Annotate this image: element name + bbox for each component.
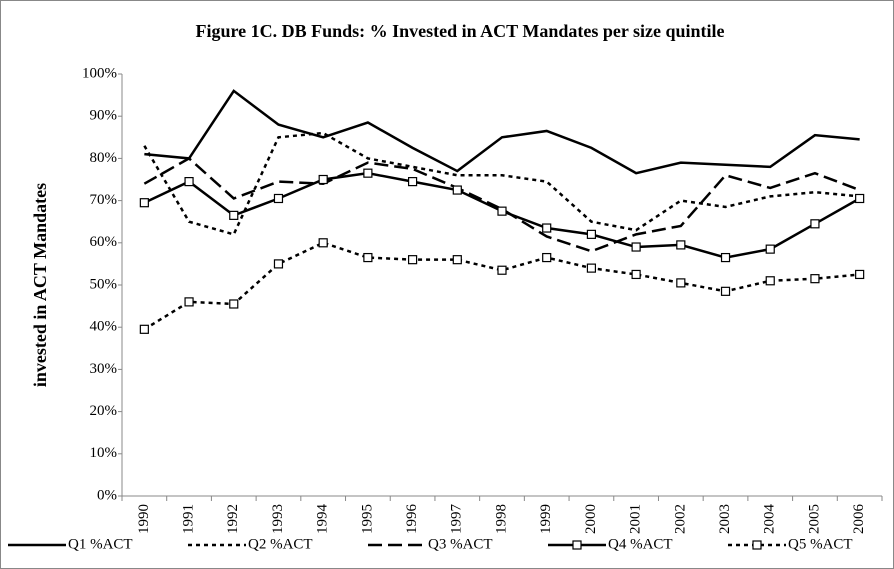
data-point xyxy=(586,229,597,239)
data-point xyxy=(676,240,686,250)
data-point xyxy=(184,297,194,307)
series-line xyxy=(143,156,861,253)
data-point xyxy=(452,255,462,265)
data-point xyxy=(363,168,373,178)
x-tick-label: 2001 xyxy=(628,504,644,534)
data-point xyxy=(139,324,149,334)
x-tick-label: 1999 xyxy=(538,504,554,534)
data-point xyxy=(407,177,418,187)
x-tick-label: 1991 xyxy=(180,504,196,534)
data-point xyxy=(229,299,239,309)
data-point xyxy=(229,210,239,220)
data-point xyxy=(184,177,194,187)
legend-label: Q5 %ACT xyxy=(788,536,853,552)
chart-title: Figure 1C. DB Funds: % Invested in ACT M… xyxy=(195,21,724,41)
y-axis-title: invested in ACT Mandates xyxy=(30,183,50,387)
y-tick-label: 70% xyxy=(90,192,118,208)
data-point xyxy=(318,174,328,185)
data-point xyxy=(363,252,373,263)
data-point xyxy=(318,238,328,248)
x-tick-label: 1996 xyxy=(404,504,420,535)
x-tick-label: 1990 xyxy=(136,504,152,534)
y-tick-label: 0% xyxy=(97,487,117,503)
data-point xyxy=(855,193,865,204)
legend-label: Q4 %ACT xyxy=(608,536,673,552)
data-point xyxy=(631,242,641,252)
x-tick-label: 2002 xyxy=(672,504,688,534)
data-point xyxy=(139,198,149,208)
data-point xyxy=(273,259,284,269)
legend-label: Q2 %ACT xyxy=(248,536,313,552)
legend-label: Q3 %ACT xyxy=(428,536,493,552)
data-point xyxy=(497,206,507,216)
x-tick-label: 1995 xyxy=(359,504,375,534)
y-tick-label: 50% xyxy=(90,276,118,292)
x-tick-label: 1997 xyxy=(449,504,465,535)
data-point xyxy=(765,276,775,286)
y-tick-label: 80% xyxy=(90,150,118,166)
legend-label: Q1 %ACT xyxy=(68,536,133,552)
x-tick-label: 2005 xyxy=(806,504,822,534)
data-point xyxy=(586,263,597,273)
data-point xyxy=(407,255,418,265)
data-point xyxy=(765,244,775,254)
data-point xyxy=(273,193,284,204)
data-point xyxy=(810,219,820,229)
series-line xyxy=(144,89,860,175)
series-line xyxy=(143,241,860,331)
y-tick-label: 90% xyxy=(90,108,118,124)
x-tick-label: 1992 xyxy=(225,504,241,534)
x-tick-label: 2003 xyxy=(717,504,733,534)
data-point xyxy=(810,274,820,284)
y-tick-label: 40% xyxy=(90,319,118,335)
data-point xyxy=(855,269,865,280)
data-point xyxy=(720,286,731,296)
legend-marker xyxy=(572,540,582,550)
x-tick-label: 1994 xyxy=(315,504,331,535)
data-point xyxy=(676,278,686,288)
x-tick-label: 2000 xyxy=(583,504,599,534)
data-point xyxy=(497,265,507,275)
x-tick-label: 1993 xyxy=(270,504,286,534)
data-point xyxy=(631,269,641,280)
series-line xyxy=(143,131,860,236)
x-tick-label: 2006 xyxy=(851,504,867,535)
data-point xyxy=(542,223,552,233)
legend-marker xyxy=(752,540,762,550)
y-tick-label: 10% xyxy=(90,445,118,461)
data-point xyxy=(542,252,552,263)
x-tick-label: 2004 xyxy=(762,504,778,535)
y-tick-label: 100% xyxy=(82,65,117,81)
data-point xyxy=(452,185,462,195)
y-tick-label: 30% xyxy=(90,361,118,377)
y-tick-label: 20% xyxy=(90,403,118,419)
y-tick-label: 60% xyxy=(90,234,118,250)
data-point xyxy=(720,252,731,263)
x-tick-label: 1998 xyxy=(493,504,509,534)
